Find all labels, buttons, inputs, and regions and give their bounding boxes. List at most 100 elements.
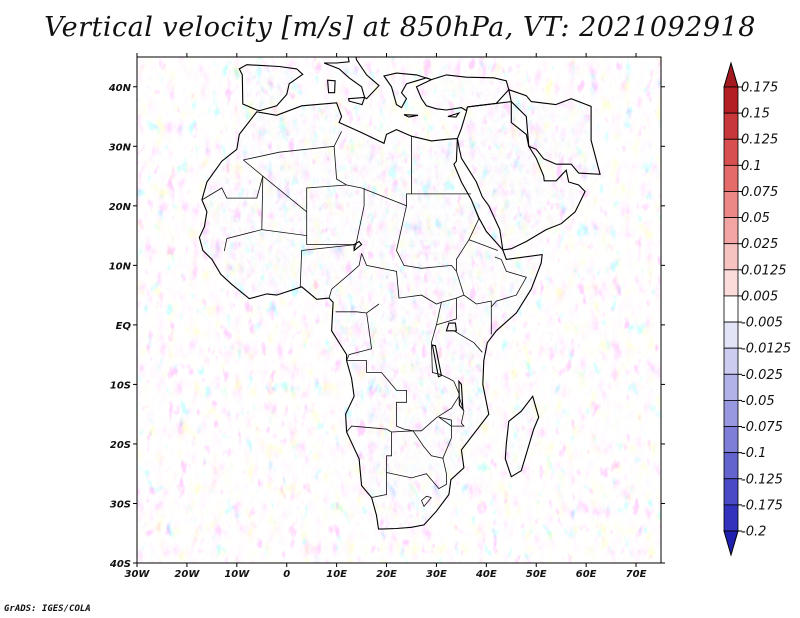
colorbar-swatch <box>723 321 739 349</box>
colorbar-label: -0.125 <box>741 472 783 487</box>
lake-outline <box>445 322 458 332</box>
country-border <box>438 416 452 459</box>
country-border <box>490 256 527 335</box>
map-frame <box>136 56 662 564</box>
lat-tick-label: 30S <box>110 499 131 510</box>
colorbar-label: -0.075 <box>741 420 783 435</box>
colorbar-label: 0.005 <box>741 289 778 304</box>
colorbar-label: -0.025 <box>741 368 783 383</box>
lon-tick-label: 0 <box>283 569 290 580</box>
colorbar-label: -0.175 <box>741 498 783 513</box>
country-border <box>306 184 347 212</box>
coastline-greece <box>383 72 432 109</box>
lat-tick-label: 30N <box>109 142 132 153</box>
country-border <box>436 298 457 326</box>
coastline-italy <box>323 57 380 100</box>
country-border <box>346 360 397 391</box>
colorbar-label: -0.05 <box>741 394 775 409</box>
country-border <box>299 244 357 288</box>
grads-credit: GrADS: IGES/COLA <box>4 604 91 614</box>
country-border <box>223 176 264 252</box>
colorbar-swatch <box>723 191 739 218</box>
longitude-axis: 30W 20W 10W 0 10E 20E 30E 40E 50E 60E 70E <box>125 53 647 580</box>
colorbar-swatch <box>723 138 739 166</box>
coastline-iran <box>508 88 601 175</box>
colorbar-swatch <box>723 217 739 245</box>
colorbar-label: 0.175 <box>741 81 778 96</box>
colorbar-swatch <box>723 373 739 401</box>
country-border <box>361 253 465 305</box>
lake-outline <box>431 344 443 378</box>
coastline-cyprus <box>447 111 461 118</box>
colorbar-label: -0.0125 <box>741 342 791 357</box>
colorbar-swatch <box>723 112 739 140</box>
country-border <box>396 205 492 307</box>
colorbar-swatch <box>723 426 739 454</box>
country-borders <box>201 131 527 508</box>
colorbar: 0.175 0.15 0.125 0.1 0.075 0.05 0.025 0.0125 0.0… <box>723 61 791 557</box>
colorbar-swatch <box>723 269 739 297</box>
country-border <box>346 425 392 498</box>
lat-tick-label: EQ <box>116 321 132 332</box>
lon-tick-label: 10E <box>326 569 347 580</box>
lon-tick-label: 40E <box>475 569 497 580</box>
map-plot-area <box>137 57 661 563</box>
colorbar-label: 0.075 <box>741 185 778 200</box>
lat-tick-label: 10S <box>110 380 131 391</box>
lon-tick-label: 10W <box>224 569 250 580</box>
lat-tick-label: 20N <box>109 202 132 213</box>
lake-outline <box>353 240 363 252</box>
country-border <box>306 235 357 245</box>
colorbar-top-arrow <box>723 61 739 88</box>
lon-tick-label: 20W <box>174 569 200 580</box>
colorbar-swatch <box>723 400 739 427</box>
colorbar-bottom-arrow <box>723 530 739 557</box>
colorbar-label: 0.025 <box>741 237 778 252</box>
map-title: Vertical velocity [m/s] at 850hPa, VT: 2… <box>44 12 756 43</box>
colorbar-label: -0.005 <box>741 316 783 331</box>
country-border <box>243 145 471 207</box>
country-border <box>261 175 308 237</box>
coastline-crete <box>403 114 419 118</box>
lon-tick-label: 30W <box>125 569 151 580</box>
country-border <box>456 239 470 272</box>
colorbar-swatch <box>723 478 739 506</box>
colorbar-label: 0.1 <box>741 159 762 174</box>
lon-tick-label: 20E <box>376 569 397 580</box>
lat-tick-label: 40S <box>109 559 131 570</box>
colorbar-label: 0.15 <box>741 107 770 122</box>
colorbar-swatch <box>723 243 739 271</box>
colorbar-label: -0.2 <box>741 525 766 540</box>
lon-tick-label: 60E <box>576 569 597 580</box>
colorbar-label: 0.05 <box>741 211 770 226</box>
lon-tick-label: 30E <box>426 569 447 580</box>
colorbar-label: -0.1 <box>741 446 766 461</box>
colorbar-swatch <box>723 86 739 114</box>
lon-tick-label: 50E <box>526 569 547 580</box>
coastline-turkey <box>415 74 510 112</box>
country-border <box>335 303 380 314</box>
country-border <box>430 302 460 394</box>
colorbar-swatch <box>723 504 739 532</box>
lat-tick-label: 20S <box>110 440 131 451</box>
colorbar-swatch <box>723 452 739 480</box>
country-border <box>396 390 460 432</box>
colorbar-swatch <box>723 347 739 375</box>
colorbar-swatch <box>723 295 739 323</box>
lon-tick-label: 70E <box>626 569 647 580</box>
country-border <box>328 253 362 299</box>
coastlines <box>198 57 601 530</box>
country-border <box>333 131 342 147</box>
colorbar-label: 0.0125 <box>741 263 787 278</box>
coastline-madagascar <box>504 395 540 478</box>
coastline-africa <box>198 102 543 530</box>
country-border <box>421 495 432 508</box>
latitude-axis: 40N 30N 20N 10N EQ 10S 20S 30S 40S <box>108 83 665 570</box>
country-border <box>346 312 373 361</box>
country-border <box>438 396 465 427</box>
country-border <box>201 159 264 201</box>
country-border <box>353 188 365 251</box>
colorbar-label: 0.125 <box>741 133 778 148</box>
coastline-sardinia <box>327 79 336 94</box>
